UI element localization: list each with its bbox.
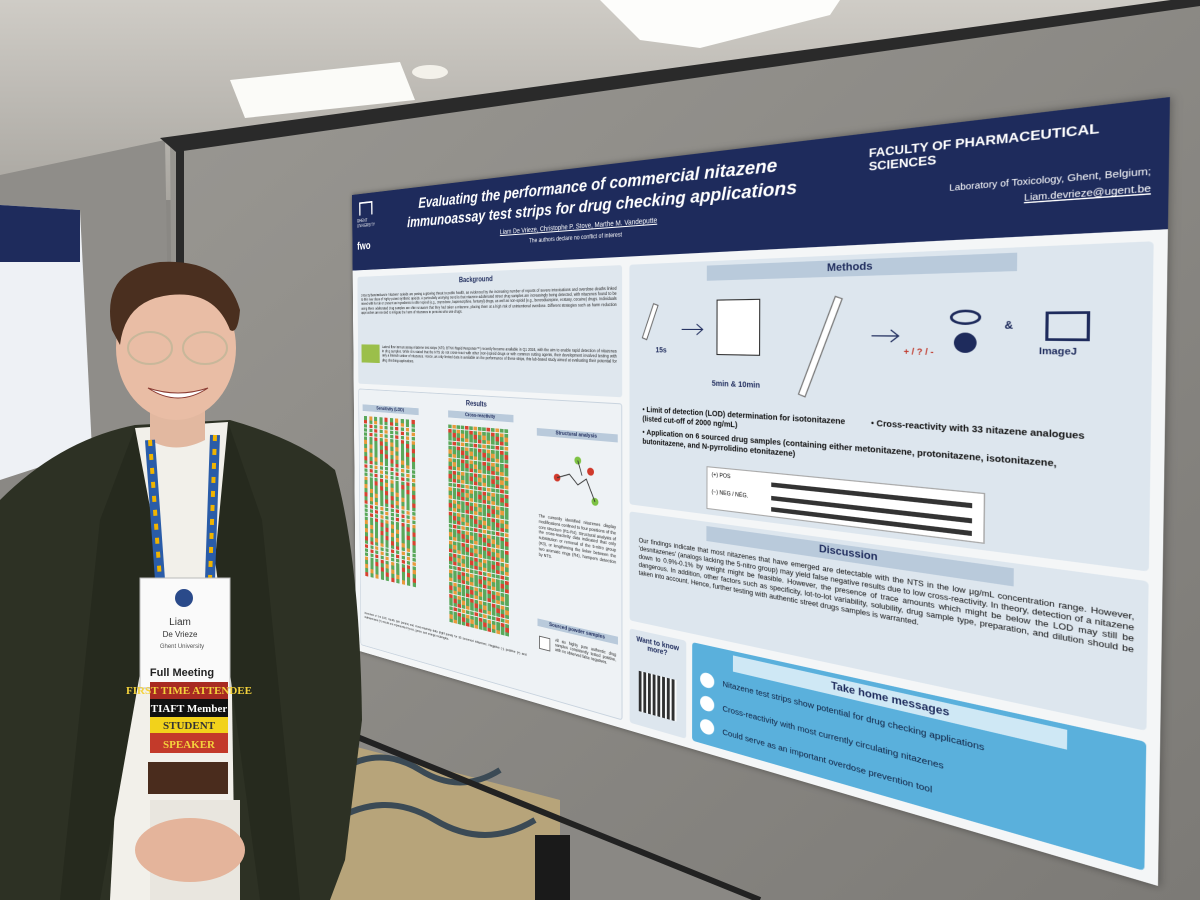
hair	[110, 261, 240, 345]
badge-last-name: De Vrieze	[163, 630, 198, 639]
badge-logo	[175, 589, 193, 607]
ribbon-text: TIAFT Member	[151, 703, 228, 715]
left-poster	[0, 205, 92, 480]
belt	[148, 762, 228, 794]
ribbon-text: FIRST TIME ATTENDEE	[126, 685, 252, 697]
left-poster-header	[0, 205, 80, 262]
ribbon-text: STUDENT	[163, 720, 216, 732]
ribbon	[150, 717, 228, 733]
glasses	[127, 331, 173, 365]
ribbon	[150, 733, 228, 753]
glasses	[182, 331, 228, 365]
smile	[147, 387, 209, 399]
face	[116, 276, 236, 420]
ceiling-spot	[412, 65, 448, 79]
board-frame	[160, 0, 1200, 152]
badge-institution: Ghent University	[160, 644, 204, 650]
badge-first-name: Liam	[169, 617, 191, 628]
hands	[135, 818, 245, 882]
ribbon	[150, 682, 228, 699]
carpet-pattern	[333, 754, 537, 838]
lapel	[60, 428, 160, 900]
ceiling-light	[600, 0, 840, 48]
board-bottom	[338, 727, 762, 900]
ceiling-light	[230, 62, 415, 118]
ribbon-text: SPEAKER	[163, 739, 216, 751]
ribbon	[150, 699, 228, 717]
lanyard-pattern	[148, 434, 217, 581]
board-leg	[535, 835, 570, 900]
lapel	[215, 422, 300, 900]
badge-registration: Full Meeting	[150, 667, 214, 679]
